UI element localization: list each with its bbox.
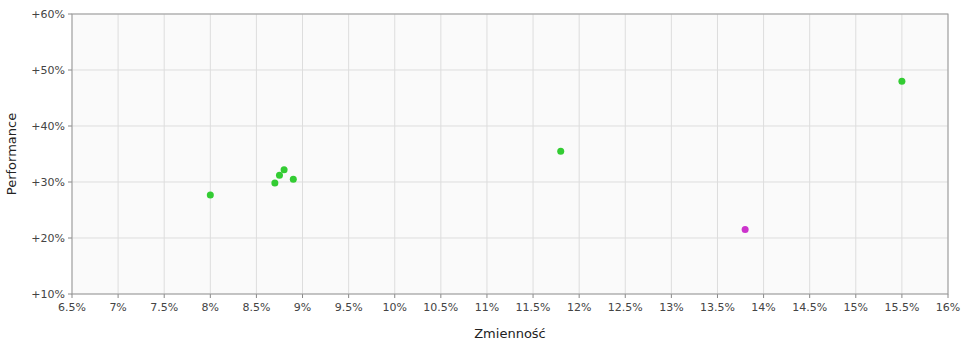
x-tick — [210, 294, 211, 298]
point — [271, 180, 278, 187]
point — [898, 78, 905, 85]
x-grid-line — [717, 14, 718, 294]
x-grid-line — [348, 14, 349, 294]
x-tick — [671, 294, 672, 298]
series — [742, 226, 749, 233]
x-tick — [394, 294, 395, 298]
y-grid-line — [72, 182, 948, 183]
x-tick-label: 8.5% — [242, 301, 270, 314]
x-tick-label: 9% — [294, 301, 311, 314]
y-tick — [68, 294, 72, 295]
y-tick-label: +20% — [31, 232, 65, 245]
tick-labels: 6.5% 7% 7.5% 8% 8.5% 9% 9.5% 10% 10.5% 11% 11.5% 12… — [31, 8, 960, 314]
y-tick — [68, 14, 72, 15]
x-tick-label: 7.5% — [150, 301, 178, 314]
x-tick-label: 15% — [844, 301, 868, 314]
x-tick — [579, 294, 580, 298]
x-tick — [164, 294, 165, 298]
series — [207, 78, 906, 199]
x-tick — [256, 294, 257, 298]
x-tick — [855, 294, 856, 298]
y-axis-label: Performance — [4, 113, 19, 195]
x-tick-label: 16% — [936, 301, 960, 314]
y-tick — [68, 238, 72, 239]
x-tick — [118, 294, 119, 298]
grid — [72, 14, 948, 294]
y-grid-line — [72, 70, 948, 71]
point — [557, 148, 564, 155]
y-grid-line — [72, 238, 948, 239]
x-tick-label: 7% — [109, 301, 126, 314]
x-axis-label: Zmienność — [474, 326, 546, 341]
x-tick-label: 11.5% — [516, 301, 551, 314]
x-tick-label: 12% — [567, 301, 591, 314]
plot-frame — [72, 14, 948, 294]
x-grid-line — [809, 14, 810, 294]
y-tick — [68, 182, 72, 183]
x-grid-line — [256, 14, 257, 294]
x-tick — [901, 294, 902, 298]
x-tick-label: 8% — [202, 301, 219, 314]
x-tick-label: 13.5% — [700, 301, 735, 314]
y-tick-label: +40% — [31, 120, 65, 133]
x-tick-label: 10% — [383, 301, 407, 314]
x-grid-line — [440, 14, 441, 294]
x-tick-label: 12.5% — [608, 301, 643, 314]
x-tick — [625, 294, 626, 298]
x-tick-label: 13% — [659, 301, 683, 314]
x-grid-line — [302, 14, 303, 294]
x-grid-line — [579, 14, 580, 294]
x-tick — [948, 294, 949, 298]
x-grid-line — [855, 14, 856, 294]
x-tick — [809, 294, 810, 298]
x-tick — [533, 294, 534, 298]
y-tick-label: +30% — [31, 176, 65, 189]
x-grid-line — [625, 14, 626, 294]
x-tick-label: 14.5% — [792, 301, 827, 314]
y-tick — [68, 126, 72, 127]
x-grid-line — [164, 14, 165, 294]
x-tick-label: 6.5% — [58, 301, 86, 314]
x-tick — [763, 294, 764, 298]
x-grid-line — [533, 14, 534, 294]
point — [276, 172, 283, 179]
x-tick — [440, 294, 441, 298]
y-tick-label: +10% — [31, 288, 65, 301]
y-grid-line — [72, 126, 948, 127]
x-grid-line — [901, 14, 902, 294]
y-tick-label: +60% — [31, 8, 65, 21]
x-tick — [717, 294, 718, 298]
point — [290, 176, 297, 183]
x-tick — [486, 294, 487, 298]
x-grid-line — [210, 14, 211, 294]
x-tick-label: 9.5% — [335, 301, 363, 314]
x-tick-label: 14% — [751, 301, 775, 314]
point — [742, 226, 749, 233]
y-tick — [68, 70, 72, 71]
point — [281, 166, 288, 173]
point — [207, 191, 214, 198]
y-tick-label: +50% — [31, 64, 65, 77]
x-tick-label: 11% — [475, 301, 499, 314]
x-tick — [348, 294, 349, 298]
x-grid-line — [118, 14, 119, 294]
x-grid-line — [763, 14, 764, 294]
x-tick — [72, 294, 73, 298]
x-grid-line — [486, 14, 487, 294]
x-tick-label: 10.5% — [423, 301, 458, 314]
plot-area — [72, 14, 948, 294]
x-grid-line — [394, 14, 395, 294]
x-tick-label: 15.5% — [884, 301, 919, 314]
data-points — [207, 78, 906, 233]
chart: 6.5% 7% 7.5% 8% 8.5% 9% 9.5% 10% 10.5% 11% 11.5% 12… — [0, 0, 966, 350]
x-tick — [302, 294, 303, 298]
x-grid-line — [671, 14, 672, 294]
